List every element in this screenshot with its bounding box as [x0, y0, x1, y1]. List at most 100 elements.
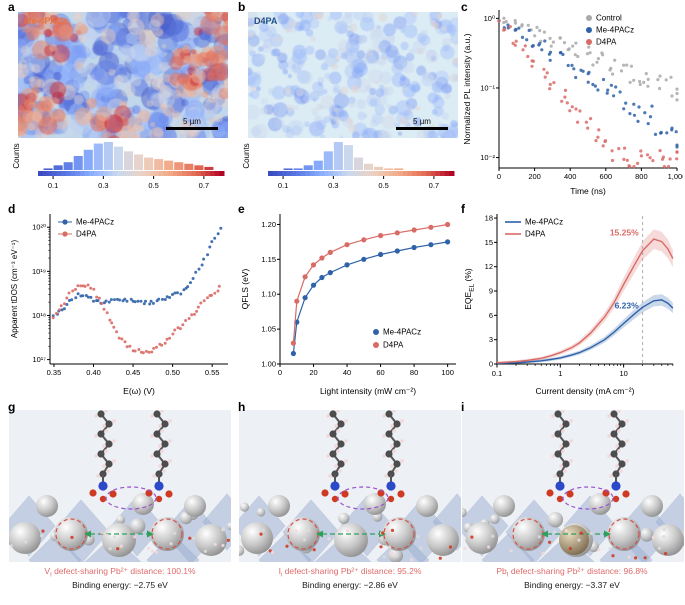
caption-pre-i: Pb [496, 566, 507, 576]
colorbar-tick-label: 0.1 [278, 181, 288, 190]
colorbar-segment [135, 171, 141, 176]
panel-g: g VI defect-sharing Pb²⁺ distance: 100.1… [6, 400, 234, 605]
atom-lead [589, 493, 611, 515]
atom-hydrogen [112, 459, 116, 463]
hist-bar [43, 168, 53, 170]
atom-hydrogen [607, 454, 611, 458]
panel-label-f: f [461, 202, 465, 216]
hist-bar [184, 163, 194, 170]
atom-hydrogen [569, 439, 573, 443]
panel-label-e: e [238, 202, 245, 216]
atom-hydrogen [551, 454, 555, 458]
pl-map-me4pacz: Me-4PACz 5 µm [18, 12, 228, 138]
colorbar-segment [65, 171, 72, 176]
colorbar-segment [214, 171, 220, 176]
y-axis-label: EQEEL (%) [463, 268, 476, 310]
colorbar-segment [388, 171, 395, 176]
atom-hydrogen [615, 464, 619, 468]
y-tick-label: 10¹⁹ [32, 267, 46, 276]
x-tick-label: 40 [343, 368, 351, 377]
y-tick-label: 1.05 [261, 325, 276, 334]
atom-iodine [239, 502, 250, 512]
atom-hydrogen [400, 419, 404, 423]
colorbar-segment [347, 171, 353, 176]
atom-hydrogen [390, 424, 394, 428]
colorbar-segment [281, 171, 288, 176]
atom-hydrogen [94, 454, 98, 458]
y-tick-label: 6 [489, 311, 493, 320]
caption-distance-i: PbI defect-sharing Pb²⁺ distance: 96.8% [459, 566, 685, 579]
colorbar-segment [144, 171, 151, 176]
atom-hydrogen [559, 424, 563, 428]
x-tick-label: 200 [528, 172, 541, 181]
colorbar-segment [416, 171, 422, 176]
panel-label-h: h [238, 400, 246, 414]
atom-carbon [610, 450, 618, 458]
hist-bar [303, 165, 313, 170]
panel-label-d: d [8, 202, 16, 216]
panel-label-a: a [8, 0, 15, 14]
caption-distance-h: Ii defect-sharing Pb²⁺ distance: 95.2% [236, 566, 464, 579]
hist-bar [144, 157, 154, 170]
y-tick-label: 10²⁰ [32, 223, 46, 232]
atom-hydrogen [150, 434, 154, 438]
colorbar-segment [182, 171, 188, 176]
series-Me-4PACz [290, 239, 451, 357]
arrow-head-left [84, 530, 91, 538]
atom-lead [652, 524, 684, 556]
atom-hydrogen [112, 439, 116, 443]
hist-bar [204, 166, 214, 170]
colorbar-segment [51, 171, 58, 176]
atom-carbon [153, 410, 161, 418]
structure-render-pbi-defect [462, 410, 684, 562]
atom-hydrogen [390, 464, 394, 468]
scale-bar-label-b: 5 µm [413, 116, 431, 126]
x-tick-label: 0.40 [86, 368, 101, 377]
atom-phosphorus [555, 481, 565, 491]
series-D4PA [51, 283, 221, 355]
hist-bar [73, 156, 83, 170]
atom-hydrogen [336, 410, 340, 413]
atom-lead [641, 495, 663, 517]
atom-hydrogen [328, 474, 332, 478]
colorbar-tick-label: 0.5 [148, 181, 158, 190]
atom-hydrogen [160, 429, 164, 433]
colorbar-segment [277, 171, 283, 176]
atom-oxygen [622, 490, 630, 498]
panel-a: a Me-4PACz 5 µm 0.1 0.3 0.5 0.7 Counts [6, 0, 234, 200]
chart-eqe-el: 0.1 1 10 0 3 6 9 12 15 18 6.23% 15.25% Me-4PACz D4PA C… [463, 214, 674, 396]
colorbar-segment [407, 171, 413, 176]
colorbar-segment [56, 171, 62, 176]
atom-oxygen [99, 495, 107, 503]
atom-hydrogen [553, 474, 557, 478]
series-D4PA [290, 221, 451, 346]
interaction-ellipse [105, 486, 157, 510]
atom-iodine [489, 514, 500, 524]
map-title-d4pa: D4PA [254, 16, 278, 26]
colorbar-segment [393, 171, 399, 176]
atom-hydrogen [607, 434, 611, 438]
colorbar-segment [305, 171, 311, 176]
hist-bar [174, 162, 184, 170]
x-axis-label: E(ω) (V) [123, 386, 155, 396]
atom-lead [241, 522, 273, 554]
colorbar-segment [314, 171, 320, 176]
atom-iodine [256, 507, 266, 517]
colorbar-segment [121, 171, 127, 176]
colorbar-segment [117, 171, 123, 176]
legend-marker [586, 39, 592, 45]
y-tick-label: 10⁻² [480, 153, 495, 162]
colorbar-segment [430, 171, 436, 176]
atom-hydrogen [382, 414, 386, 418]
colorbar-segment [98, 171, 104, 176]
atom-hydrogen [94, 434, 98, 438]
colorbar-segment [402, 171, 408, 176]
x-tick-label: 0.55 [205, 368, 220, 377]
atom-hydrogen [617, 449, 621, 453]
atom-oxygen [556, 495, 564, 503]
panel-label-b: b [238, 0, 246, 14]
atom-phosphorus [611, 481, 621, 491]
legend-marker [62, 219, 68, 225]
y-tick-label: 1.10 [261, 290, 276, 299]
atom-hydrogen [96, 474, 100, 478]
